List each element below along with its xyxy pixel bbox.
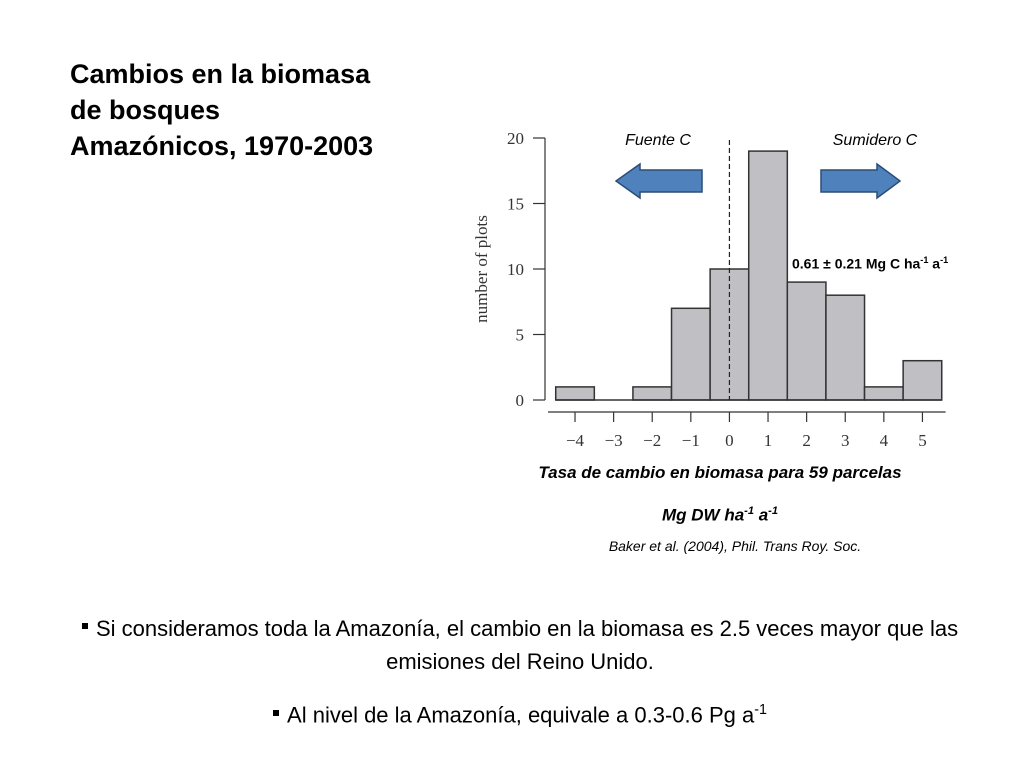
x-tick-label: 5 (918, 431, 927, 450)
bar (825, 294, 866, 401)
y-tick-label: 20 (507, 129, 524, 148)
unit-text: Mg DW ha (662, 505, 745, 525)
slide-title: Cambios en la biomasa de bosques Amazónico… (70, 56, 373, 164)
y-axis-title: number of plots (472, 215, 491, 323)
x-tick-label: 3 (841, 431, 850, 450)
x-tick-label: 4 (880, 431, 889, 450)
arrow-right (820, 162, 902, 200)
bar (670, 307, 711, 401)
unit-text: -1 (744, 505, 754, 517)
title-line: Cambios en la biomasa (70, 59, 371, 89)
bullet-marker (81, 623, 88, 630)
bullet: Si consideramos toda la Amazonía, el cam… (40, 612, 1000, 678)
bar (554, 386, 596, 401)
unit-text: -1 (768, 505, 778, 517)
x-tick-label: 0 (725, 431, 734, 450)
bullet: Al nivel de la Amazonía, equivale a 0.3-… (40, 694, 1000, 731)
bar (902, 359, 943, 401)
rate-text: a (928, 255, 941, 272)
y-tick-label: 10 (507, 260, 524, 279)
x-tick-label: −3 (605, 431, 623, 450)
bar (747, 150, 789, 401)
arrow-left (614, 162, 703, 200)
y-tick-label: 15 (507, 195, 524, 214)
x-tick-label: −2 (643, 431, 661, 450)
bullets: Si consideramos toda la Amazonía, el cam… (40, 612, 1000, 747)
x-tick-label: 1 (764, 431, 773, 450)
x-tick-label: −1 (682, 431, 700, 450)
bullet-text: Al nivel de la Amazonía, equivale a 0.3-… (287, 702, 755, 728)
y-tick-label: 5 (516, 326, 525, 345)
x-tick-label: −4 (566, 431, 585, 450)
source: Baker et al. (2004), Phil. Trans Roy. So… (608, 538, 862, 554)
bar (786, 281, 827, 401)
rate-text: -1 (920, 255, 929, 265)
bar (632, 386, 673, 401)
unit-text: a (753, 505, 769, 525)
annotation: Sumidero C (833, 132, 918, 149)
bullet-marker (273, 709, 280, 716)
rate-text: 0.61 ± 0.21 Mg C ha (792, 255, 921, 272)
rate-label: 0.61 ± 0.21 Mg C ha-1 a-1 (792, 255, 948, 272)
x-axis-title: Tasa de cambio en biomasa para 59 parcel… (538, 463, 902, 482)
y-tick-label: 0 (516, 391, 525, 410)
bar (863, 386, 904, 401)
title-line: de bosques (70, 95, 221, 125)
chart: 0 5 10 15 20 number of plots −4 −3 −2 −1 0 1 2 3 4 5 Fue… (472, 129, 946, 450)
bullet-text: -1 (754, 702, 767, 718)
bullet-text: Si consideramos toda la Amazonía, el cam… (95, 616, 959, 674)
annotation: Fuente C (625, 132, 691, 149)
unit-label: Mg DW ha-1 a-1 (400, 505, 1024, 526)
rate-text: -1 (940, 255, 949, 265)
title-line: Amazónicos, 1970-2003 (70, 131, 374, 161)
x-tick-label: 2 (802, 431, 811, 450)
